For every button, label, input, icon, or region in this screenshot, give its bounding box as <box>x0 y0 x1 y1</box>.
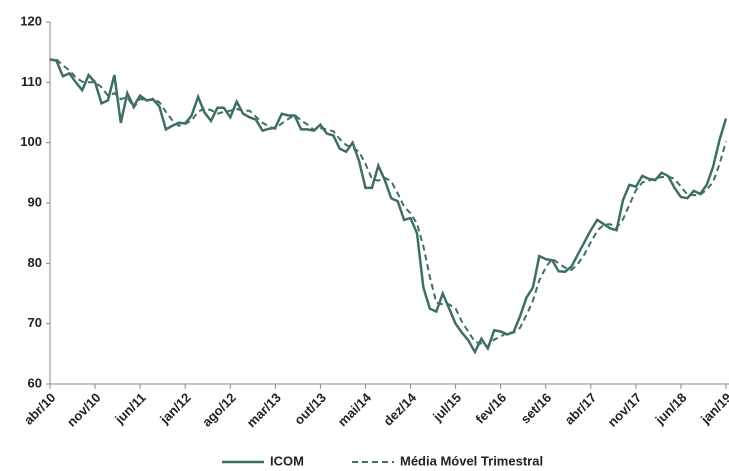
series-line <box>49 58 728 355</box>
x-tick-label: mar/13 <box>244 390 284 430</box>
y-tick-label: 70 <box>28 315 42 330</box>
y-tick-label: 80 <box>28 255 42 270</box>
x-tick-label: set/16 <box>518 390 555 427</box>
x-tick-label: fev/16 <box>473 390 510 427</box>
x-tick-label: jun/11 <box>111 390 148 427</box>
x-tick-label: nov/10 <box>64 390 104 430</box>
y-tick-label: 110 <box>21 74 42 89</box>
x-tick-label: jan/19 <box>697 390 729 427</box>
x-tick-label: nov/17 <box>605 390 645 430</box>
x-tick-label: jun/18 <box>652 390 690 428</box>
legend-label: ICOM <box>270 453 304 468</box>
x-tick-label: mai/14 <box>335 389 375 429</box>
x-tick-label: abr/10 <box>21 390 59 428</box>
y-tick-label: 100 <box>20 134 42 149</box>
x-tick-label: out/13 <box>291 390 329 428</box>
x-tick-label: ago/12 <box>199 390 239 430</box>
y-tick-label: 60 <box>28 375 42 390</box>
x-tick-label: jul/15 <box>429 390 464 425</box>
x-tick-label: dez/14 <box>380 389 419 428</box>
x-tick-label: abr/17 <box>562 390 600 428</box>
y-tick-label: 120 <box>20 13 42 28</box>
y-tick-label: 90 <box>28 194 42 209</box>
legend-label: Média Móvel Trimestral <box>400 453 543 468</box>
x-tick-label: jan/12 <box>156 390 193 427</box>
